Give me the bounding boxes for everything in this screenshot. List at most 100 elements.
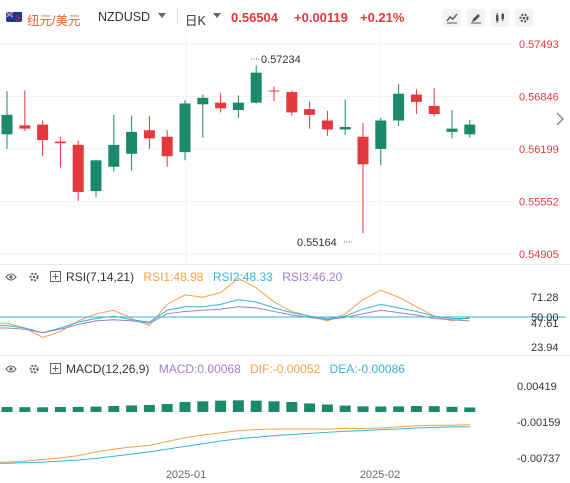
candle-body [286, 92, 298, 113]
draw-button[interactable] [467, 9, 485, 27]
candle [19, 90, 31, 132]
expand-box-icon[interactable] [49, 363, 61, 374]
candle-body [126, 131, 138, 154]
candle [90, 159, 102, 197]
candle-body [428, 105, 440, 115]
candle-body [375, 120, 387, 149]
collapse-arrow[interactable] [556, 112, 564, 126]
candle [410, 88, 422, 115]
rsi3-value: RSI3:46.20 [282, 270, 343, 284]
y-axis-tick-label: 23.94 [531, 342, 559, 354]
candle [108, 114, 120, 172]
macd-histogram-bar [197, 401, 209, 412]
macd-histogram-bar [375, 406, 387, 412]
candle [197, 94, 209, 138]
y-axis-tick-label: 0.00419 [517, 381, 557, 393]
candle [393, 84, 405, 127]
candle-body [304, 109, 316, 115]
candle-body [393, 93, 405, 121]
candle-body [143, 130, 155, 139]
dif-value: DIF:-0.00052 [250, 362, 321, 376]
candle [1, 91, 13, 149]
x-axis-label: 2025-02 [360, 469, 400, 481]
line-chart-button[interactable] [443, 9, 461, 27]
macd-histogram-bar [286, 401, 298, 412]
candle-body [90, 160, 102, 192]
macd-histogram-bar [232, 400, 244, 412]
dea-line [0, 426, 470, 464]
price-change-percent: +0.21% [360, 10, 405, 25]
candle [54, 136, 66, 168]
macd-histogram-bar [464, 407, 476, 412]
candle-body [197, 97, 209, 105]
macd-histogram-bar [126, 405, 138, 412]
y-axis-tick-label: 71.28 [531, 292, 559, 304]
chevron-down-icon[interactable] [158, 13, 166, 18]
low-price-label: 0.55164 [297, 237, 337, 249]
gear-icon[interactable] [28, 271, 40, 283]
candle [321, 110, 333, 136]
line-chart-icon [446, 13, 458, 24]
candle-body [179, 103, 191, 153]
chevron-right-icon[interactable] [556, 112, 564, 126]
rsi1-line [0, 277, 470, 339]
x-axis: 2025-01 2025-02 [166, 469, 400, 481]
candle [37, 120, 49, 157]
macd-histogram-bar [54, 406, 66, 412]
symbol-selector[interactable]: NZDUSD [98, 10, 151, 24]
macd-histogram-bar [161, 403, 173, 412]
y-axis-tick-label: 0.57493 [519, 39, 559, 51]
divider [177, 9, 178, 25]
gear-icon [519, 13, 529, 23]
macd-histogram-bar [72, 406, 84, 412]
candle-body [339, 127, 351, 130]
panel-divider [0, 264, 570, 265]
macd-histogram-bar [410, 405, 422, 412]
candle-body [268, 90, 280, 92]
nz-flag-icon [6, 11, 22, 22]
candle-body [410, 94, 422, 102]
macd-histogram-bar [108, 405, 120, 412]
candle [215, 92, 227, 113]
y-axis-tick-label: 0.54905 [519, 249, 559, 261]
candle-body [19, 125, 31, 129]
pair-name: 纽元/美元 [27, 14, 81, 28]
y-axis-tick-label: 0.55552 [519, 197, 559, 209]
candle [339, 99, 351, 136]
y-axis-tick-label: -0.00737 [517, 453, 560, 465]
rsi1-value: RSI1:48.98 [143, 270, 204, 284]
macd-histogram-bar [250, 400, 262, 412]
candle-body [357, 136, 369, 165]
macd-name: MACD(12,26,9) [66, 362, 150, 376]
grid [0, 34, 515, 264]
settings-button[interactable] [515, 9, 533, 27]
gear-icon[interactable] [28, 363, 40, 375]
dea-value: DEA:-0.00086 [329, 362, 405, 376]
chevron-down-icon[interactable] [213, 13, 221, 18]
candle [446, 109, 458, 139]
macd-histogram-bar [393, 406, 405, 412]
candle [179, 100, 191, 161]
rsi-header: RSI(7,14,21) RSI1:48.98 RSI2:48.33 RSI3:… [5, 270, 342, 284]
macd-histogram-bar [1, 407, 13, 412]
rsi-name: RSI(7,14,21) [66, 270, 135, 284]
macd-histogram-bar [428, 406, 440, 412]
macd-chart[interactable]: 0.00419 -0.00159 -0.00737 [0, 356, 570, 466]
candle-body [321, 120, 333, 130]
macd-histogram-bar [339, 405, 351, 412]
candlestick-chart[interactable]: 0.57234 0.55164 0.57493 0.56846 0.56199 0.5… [0, 0, 570, 270]
eye-icon[interactable] [5, 363, 17, 375]
high-price-label: 0.57234 [261, 54, 301, 66]
panel-divider [0, 355, 570, 356]
candle-body [72, 144, 84, 192]
indicator-button[interactable] [491, 9, 509, 27]
rsi2-line [0, 299, 470, 334]
expand-box-icon[interactable] [49, 271, 61, 282]
period-selector[interactable]: 日K [185, 14, 206, 28]
rsi2-value: RSI2:48.33 [212, 270, 273, 284]
eye-icon[interactable] [5, 271, 17, 283]
chart-header: 纽元/美元 NZDUSD 日K 0.56504 +0.00119 +0.21% [0, 0, 570, 34]
y-axis-tick-label: 47.61 [531, 318, 559, 330]
dif-line [0, 424, 470, 463]
